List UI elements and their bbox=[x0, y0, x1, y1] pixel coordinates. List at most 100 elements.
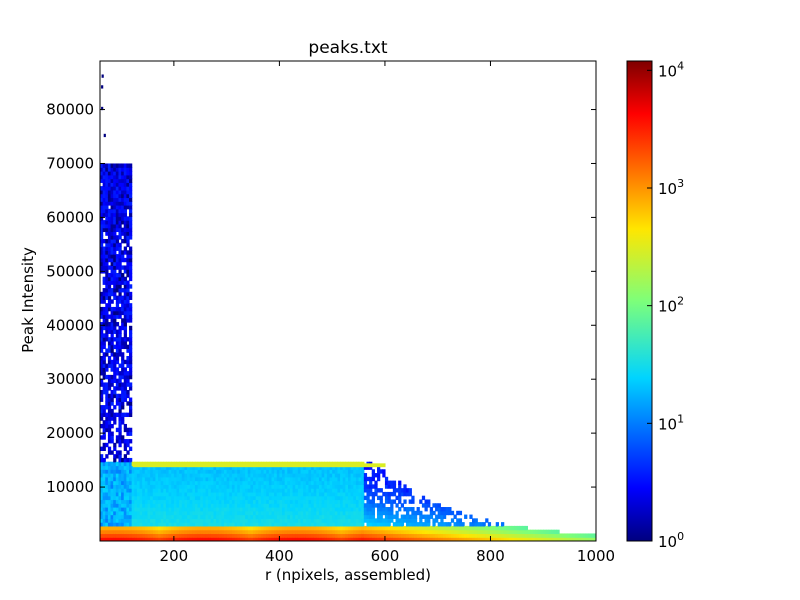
heatmap-cell bbox=[192, 499, 196, 504]
heatmap-cell bbox=[258, 518, 262, 523]
heatmap-cell bbox=[411, 499, 415, 504]
heatmap-cell bbox=[321, 476, 325, 482]
heatmap-cell bbox=[495, 525, 499, 531]
heatmap-cell bbox=[247, 488, 251, 493]
heatmap-cell bbox=[173, 507, 178, 512]
heatmap-cell bbox=[416, 522, 420, 527]
heatmap-cell bbox=[332, 518, 336, 523]
heatmap-cell bbox=[390, 529, 394, 535]
heatmap-cell bbox=[163, 495, 167, 501]
heatmap-cell bbox=[152, 518, 157, 523]
heatmap-cell bbox=[107, 197, 112, 202]
heatmap-cell bbox=[113, 344, 117, 350]
heatmap-cell bbox=[113, 254, 117, 259]
heatmap-cell bbox=[113, 257, 117, 263]
heatmap-cell bbox=[171, 476, 175, 482]
heatmap-cell bbox=[337, 514, 341, 519]
heatmap-cell bbox=[216, 503, 220, 508]
heatmap-cell bbox=[292, 514, 296, 519]
heatmap-cell bbox=[126, 465, 130, 470]
heatmap-cell bbox=[464, 533, 468, 538]
heatmap-cell bbox=[160, 465, 164, 470]
heatmap-cell bbox=[234, 525, 238, 531]
heatmap-cell bbox=[110, 397, 114, 402]
heatmap-cell bbox=[176, 510, 180, 516]
heatmap-cell bbox=[105, 254, 109, 259]
heatmap-cell bbox=[445, 507, 449, 512]
heatmap-cell bbox=[208, 484, 212, 489]
heatmap-cell bbox=[337, 533, 341, 538]
heatmap-cell bbox=[176, 465, 180, 470]
heatmap-cell bbox=[100, 416, 104, 421]
heatmap-cell bbox=[245, 533, 249, 538]
heatmap-cell bbox=[152, 476, 157, 482]
heatmap-cell bbox=[392, 522, 397, 527]
heatmap-cell bbox=[224, 529, 228, 535]
heatmap-cell bbox=[102, 250, 106, 255]
colorbar bbox=[626, 60, 653, 542]
heatmap-cell bbox=[374, 522, 378, 527]
heatmap-cell bbox=[115, 450, 120, 455]
heatmap-cell bbox=[115, 178, 120, 183]
heatmap-cell bbox=[118, 431, 122, 436]
heatmap-cell bbox=[469, 533, 473, 538]
heatmap-cell bbox=[105, 514, 109, 519]
heatmap-cell bbox=[142, 488, 146, 493]
heatmap-cell bbox=[363, 514, 368, 519]
heatmap-cell bbox=[105, 412, 109, 418]
heatmap-cell bbox=[355, 537, 360, 541]
heatmap-cell bbox=[559, 533, 563, 538]
heatmap-cell bbox=[276, 537, 281, 541]
heatmap-cell bbox=[118, 291, 122, 297]
heatmap-cell bbox=[210, 484, 215, 489]
heatmap-cell bbox=[442, 507, 447, 512]
heatmap-cell bbox=[469, 537, 473, 541]
heatmap-cell bbox=[469, 514, 473, 519]
heatmap-cell bbox=[366, 507, 370, 512]
heatmap-cell bbox=[144, 495, 149, 501]
heatmap-cell bbox=[260, 525, 265, 531]
heatmap-cell bbox=[300, 495, 304, 501]
heatmap-cell bbox=[516, 529, 521, 535]
heatmap-cell bbox=[403, 537, 407, 541]
heatmap-cell bbox=[121, 182, 125, 187]
heatmap-cell bbox=[253, 537, 257, 541]
heatmap-cell bbox=[144, 510, 149, 516]
heatmap-cell bbox=[292, 525, 296, 531]
heatmap-cell bbox=[102, 223, 106, 229]
heatmap-cell bbox=[129, 261, 133, 267]
heatmap-cell bbox=[313, 510, 317, 516]
heatmap-cell bbox=[324, 465, 328, 470]
heatmap-cell bbox=[231, 484, 236, 489]
heatmap-cell bbox=[105, 393, 109, 399]
heatmap-cell bbox=[247, 465, 251, 470]
heatmap-cell bbox=[305, 537, 310, 541]
heatmap-cell bbox=[519, 537, 523, 541]
heatmap-cell bbox=[113, 454, 117, 459]
heatmap-cell bbox=[107, 299, 112, 304]
heatmap-cell bbox=[189, 529, 193, 535]
heatmap-cell bbox=[131, 518, 135, 523]
heatmap-cell bbox=[303, 529, 307, 535]
heatmap-cell bbox=[432, 525, 436, 531]
heatmap-cell bbox=[208, 537, 212, 541]
heatmap-cell bbox=[100, 250, 104, 255]
heatmap-cell bbox=[173, 525, 178, 531]
heatmap-cell bbox=[102, 367, 106, 372]
heatmap-cell bbox=[239, 465, 244, 470]
heatmap-cell bbox=[144, 503, 149, 508]
heatmap-cell bbox=[102, 178, 106, 183]
heatmap-cell bbox=[453, 514, 457, 519]
heatmap-cell bbox=[242, 465, 246, 470]
heatmap-cell bbox=[477, 522, 481, 527]
heatmap-cell bbox=[361, 476, 365, 482]
heatmap-cell bbox=[551, 537, 555, 541]
heatmap-cell bbox=[561, 537, 565, 541]
heatmap-cell bbox=[105, 337, 109, 342]
heatmap-cell bbox=[102, 318, 106, 323]
heatmap-cell bbox=[171, 503, 175, 508]
heatmap-cell bbox=[316, 510, 320, 516]
heatmap-cell bbox=[105, 473, 109, 478]
x-tick-label: 1000 bbox=[577, 547, 615, 565]
heatmap-cell bbox=[329, 525, 333, 531]
